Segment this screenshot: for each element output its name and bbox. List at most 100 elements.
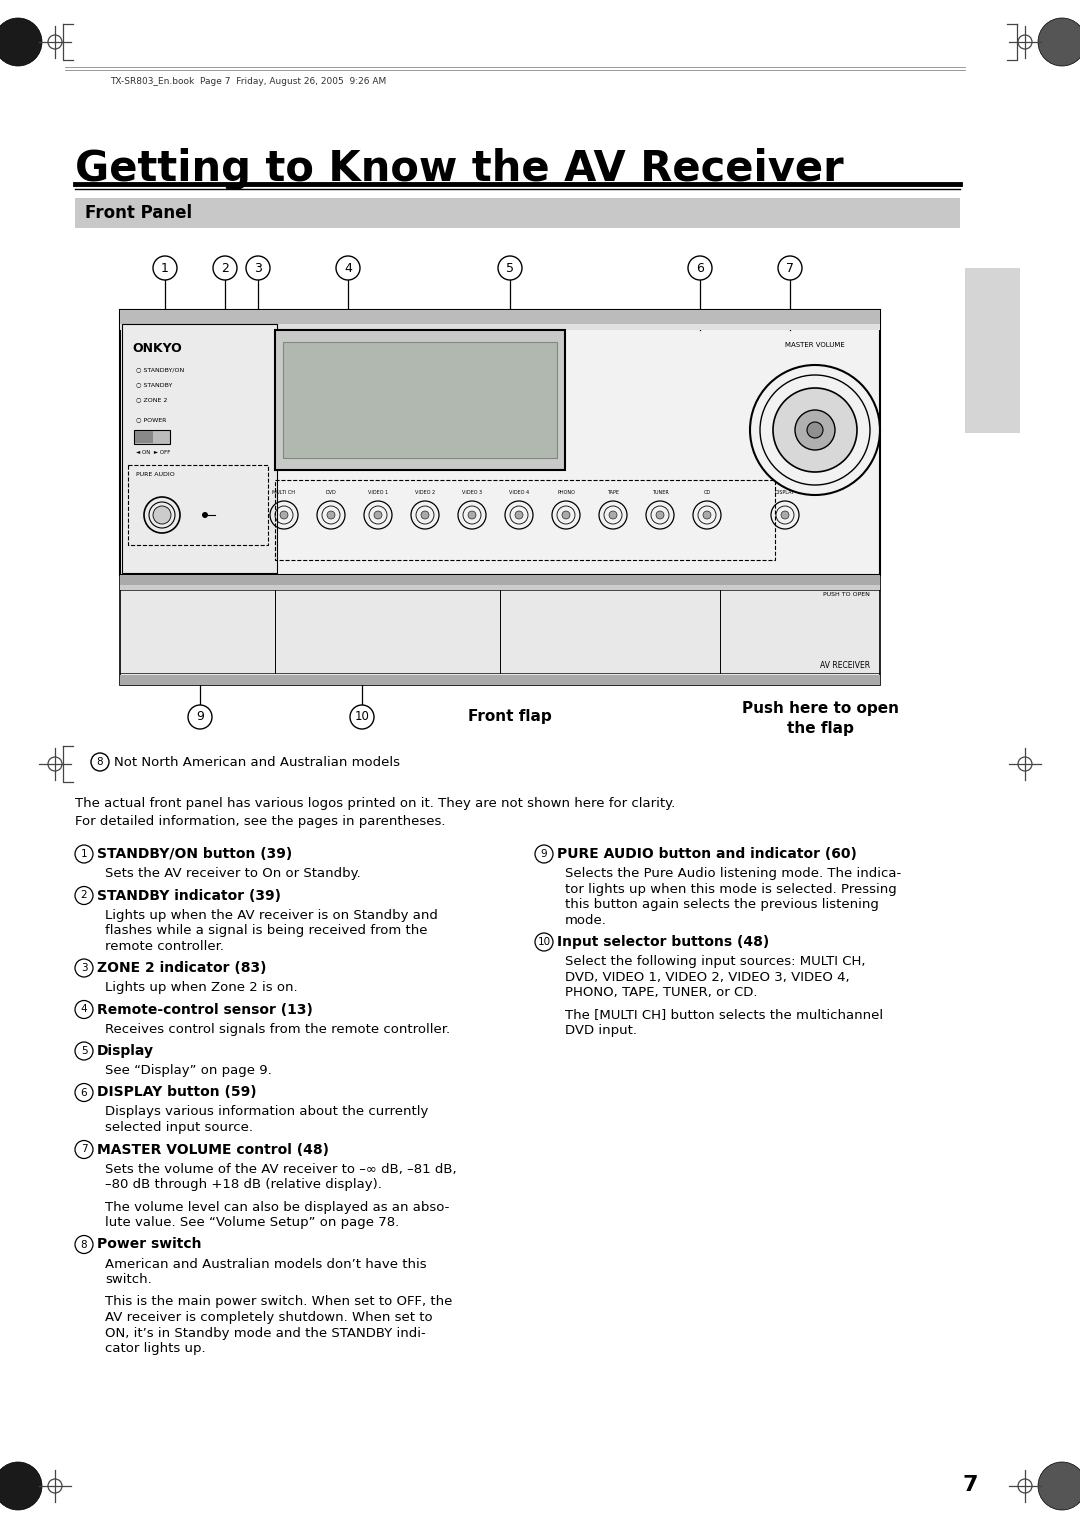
Text: See “Display” on page 9.: See “Display” on page 9. xyxy=(105,1063,272,1077)
Text: ○ ZONE 2: ○ ZONE 2 xyxy=(136,397,167,402)
Text: Front flap: Front flap xyxy=(468,709,552,724)
Text: PUSH TO OPEN: PUSH TO OPEN xyxy=(823,593,870,597)
Text: DVD input.: DVD input. xyxy=(565,1024,637,1038)
Text: AV RECEIVER: AV RECEIVER xyxy=(820,660,870,669)
Text: 3: 3 xyxy=(81,963,87,973)
Text: PHONO, TAPE, TUNER, or CD.: PHONO, TAPE, TUNER, or CD. xyxy=(565,986,757,999)
Text: AV receiver is completely shutdown. When set to: AV receiver is completely shutdown. When… xyxy=(105,1311,433,1323)
Text: 2: 2 xyxy=(221,261,229,275)
Text: CD: CD xyxy=(703,489,711,495)
Text: this button again selects the previous listening: this button again selects the previous l… xyxy=(565,898,879,911)
Text: Receives control signals from the remote controller.: Receives control signals from the remote… xyxy=(105,1022,450,1036)
Circle shape xyxy=(188,704,212,729)
Circle shape xyxy=(778,257,802,280)
Text: TUNER: TUNER xyxy=(651,489,669,495)
Text: 3: 3 xyxy=(254,261,262,275)
Text: 6: 6 xyxy=(697,261,704,275)
Text: The actual front panel has various logos printed on it. They are not shown here : The actual front panel has various logos… xyxy=(75,798,675,810)
Bar xyxy=(120,575,880,585)
Text: 8: 8 xyxy=(97,756,104,767)
Text: MASTER VOLUME control (48): MASTER VOLUME control (48) xyxy=(97,1143,329,1157)
Text: lute value. See “Volume Setup” on page 78.: lute value. See “Volume Setup” on page 7… xyxy=(105,1216,400,1229)
Circle shape xyxy=(75,845,93,863)
Text: mode.: mode. xyxy=(565,914,607,926)
Circle shape xyxy=(75,1001,93,1019)
Text: 1: 1 xyxy=(161,261,168,275)
Circle shape xyxy=(773,388,858,472)
Text: 1: 1 xyxy=(81,850,87,859)
Text: Select the following input sources: MULTI CH,: Select the following input sources: MULT… xyxy=(565,955,865,969)
Text: ONKYO: ONKYO xyxy=(132,341,181,354)
Circle shape xyxy=(498,257,522,280)
Text: 9: 9 xyxy=(541,850,548,859)
Text: MULTI CH: MULTI CH xyxy=(272,489,296,495)
Circle shape xyxy=(202,512,208,518)
Circle shape xyxy=(153,506,171,524)
Text: tor lights up when this mode is selected. Pressing: tor lights up when this mode is selected… xyxy=(565,883,896,895)
Text: 6: 6 xyxy=(81,1088,87,1097)
Bar xyxy=(75,199,960,228)
Circle shape xyxy=(535,845,553,863)
Circle shape xyxy=(75,1083,93,1102)
Circle shape xyxy=(327,510,335,520)
Text: the flap: the flap xyxy=(786,721,853,736)
Text: 7: 7 xyxy=(81,1144,87,1155)
Text: 4: 4 xyxy=(345,261,352,275)
Text: Remote-control sensor (13): Remote-control sensor (13) xyxy=(97,1002,313,1016)
Text: Displays various information about the currently: Displays various information about the c… xyxy=(105,1105,429,1118)
Circle shape xyxy=(807,422,823,439)
Text: PHONO: PHONO xyxy=(557,489,575,495)
Text: Lights up when Zone 2 is on.: Lights up when Zone 2 is on. xyxy=(105,981,298,995)
Text: 9: 9 xyxy=(197,711,204,723)
Text: –80 dB through +18 dB (relative display).: –80 dB through +18 dB (relative display)… xyxy=(105,1178,382,1190)
Text: VIDEO 2: VIDEO 2 xyxy=(415,489,435,495)
Text: Input selector buttons (48): Input selector buttons (48) xyxy=(557,935,769,949)
Text: Display: Display xyxy=(97,1044,154,1057)
Text: STANDBY indicator (39): STANDBY indicator (39) xyxy=(97,888,281,903)
Bar xyxy=(120,310,880,575)
Circle shape xyxy=(781,510,789,520)
Text: 2: 2 xyxy=(81,891,87,900)
Text: switch.: switch. xyxy=(105,1273,152,1287)
Text: Sets the volume of the AV receiver to –∞ dB, –81 dB,: Sets the volume of the AV receiver to –∞… xyxy=(105,1163,457,1175)
Text: VIDEO 4: VIDEO 4 xyxy=(509,489,529,495)
Bar xyxy=(129,465,268,545)
Bar xyxy=(120,675,880,685)
Circle shape xyxy=(535,934,553,950)
Text: The [MULTI CH] button selects the multichannel: The [MULTI CH] button selects the multic… xyxy=(565,1008,883,1022)
Text: 7: 7 xyxy=(786,261,794,275)
Circle shape xyxy=(153,257,177,280)
Bar xyxy=(134,429,170,445)
Circle shape xyxy=(609,510,617,520)
Text: 7: 7 xyxy=(962,1475,977,1494)
Text: DVD, VIDEO 1, VIDEO 2, VIDEO 3, VIDEO 4,: DVD, VIDEO 1, VIDEO 2, VIDEO 3, VIDEO 4, xyxy=(565,970,850,984)
Circle shape xyxy=(1038,18,1080,66)
Circle shape xyxy=(0,1462,42,1510)
Circle shape xyxy=(421,510,429,520)
Bar xyxy=(966,267,1020,432)
Text: ○ POWER: ○ POWER xyxy=(136,417,166,423)
Circle shape xyxy=(562,510,570,520)
Text: 5: 5 xyxy=(81,1047,87,1056)
Circle shape xyxy=(1038,1462,1080,1510)
Circle shape xyxy=(795,410,835,451)
Text: DVD: DVD xyxy=(326,489,336,495)
Text: For detailed information, see the pages in parentheses.: For detailed information, see the pages … xyxy=(75,814,446,828)
Text: 10: 10 xyxy=(354,711,369,723)
Text: DISPLAY button (59): DISPLAY button (59) xyxy=(97,1085,257,1100)
Text: TX-SR803_En.book  Page 7  Friday, August 26, 2005  9:26 AM: TX-SR803_En.book Page 7 Friday, August 2… xyxy=(110,76,387,86)
Text: Getting to Know the AV Receiver: Getting to Know the AV Receiver xyxy=(75,148,843,189)
Text: cator lights up.: cator lights up. xyxy=(105,1342,205,1355)
Bar xyxy=(275,330,565,471)
Bar xyxy=(122,324,276,573)
Bar xyxy=(135,431,153,443)
Text: ZONE 2 indicator (83): ZONE 2 indicator (83) xyxy=(97,961,267,975)
Circle shape xyxy=(91,753,109,772)
Text: 4: 4 xyxy=(81,1004,87,1015)
Text: DISPLAY: DISPLAY xyxy=(775,489,795,495)
Circle shape xyxy=(468,510,476,520)
Bar xyxy=(120,310,880,324)
Text: American and Australian models don’t have this: American and Australian models don’t hav… xyxy=(105,1258,427,1270)
Text: Front Panel: Front Panel xyxy=(85,205,192,222)
Circle shape xyxy=(280,510,288,520)
